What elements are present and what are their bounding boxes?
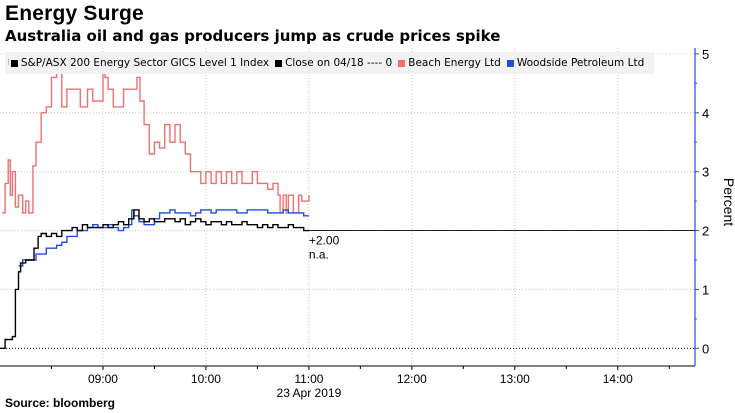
source-note: Source: bloomberg — [5, 396, 116, 410]
y-tick-label: 5 — [702, 47, 709, 62]
y-tick-label: 4 — [702, 106, 709, 121]
series-line — [18, 209, 309, 267]
x-tick-label: 10:00 — [191, 372, 221, 386]
chart-subtitle: Australia oil and gas producers jump as … — [5, 27, 501, 45]
legend-item[interactable]: Close on 04/18 ---- 0 — [275, 57, 392, 69]
legend-label: Close on 04/18 ---- 0 — [285, 57, 393, 69]
legend-label: S&P/ASX 200 Energy Sector GICS Level 1 I… — [20, 57, 270, 69]
chart-legend[interactable]: ⁝ S&P/ASX 200 Energy Sector GICS Level 1… — [5, 52, 655, 74]
x-tick-label: 13:00 — [500, 372, 530, 386]
legend-swatch — [506, 59, 514, 67]
series-line — [2, 70, 310, 214]
legend-grip-icon[interactable]: ⁝ — [7, 58, 10, 68]
x-tick-label: 14:00 — [603, 372, 633, 386]
legend-label: Beach Energy Ltd — [408, 57, 501, 69]
x-axis-date-label: 23 Apr 2019 — [277, 386, 342, 400]
series-line — [0, 209, 309, 349]
y-tick-label: 2 — [702, 224, 709, 239]
y-tick-label: 1 — [702, 282, 709, 297]
legend-item[interactable]: S&P/ASX 200 Energy Sector GICS Level 1 I… — [10, 57, 270, 69]
legend-item[interactable]: Beach Energy Ltd — [398, 57, 501, 69]
legend-swatch — [275, 59, 283, 67]
annotation-value: +2.00 — [309, 234, 340, 248]
legend-swatch — [398, 59, 406, 67]
legend-item[interactable]: Woodside Petroleum Ltd — [506, 57, 645, 69]
annotation-note: n.a. — [309, 248, 329, 262]
x-tick-label: 09:00 — [88, 372, 118, 386]
legend-label: Woodside Petroleum Ltd — [516, 57, 645, 69]
y-axis-title: Percent — [721, 178, 735, 226]
y-tick-label: 3 — [702, 165, 709, 180]
x-tick-label: 12:00 — [397, 372, 427, 386]
legend-swatch — [10, 59, 18, 67]
x-tick-label: 11:00 — [294, 372, 323, 386]
chart-title: Energy Surge — [5, 2, 144, 25]
y-tick-label: 0 — [702, 341, 709, 356]
